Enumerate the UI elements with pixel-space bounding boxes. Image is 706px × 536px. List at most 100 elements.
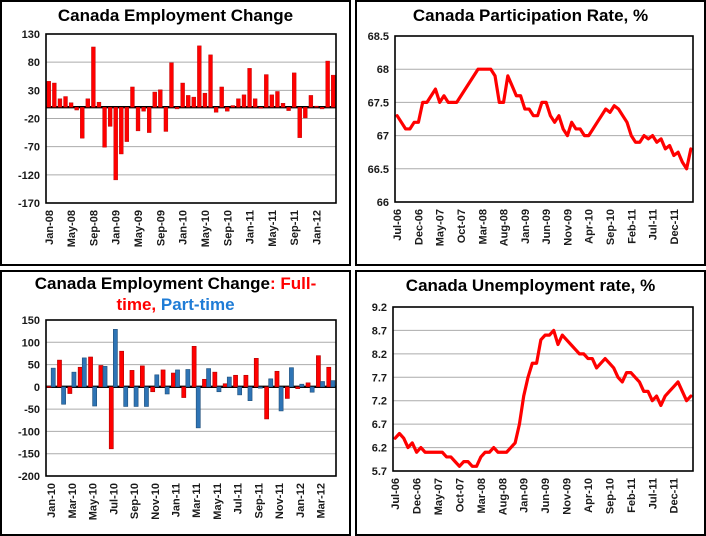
title-segment: ,	[151, 295, 161, 315]
svg-text:Oct-07: Oct-07	[454, 478, 466, 512]
svg-text:Nov-09: Nov-09	[562, 478, 574, 515]
svg-text:-120: -120	[18, 170, 40, 182]
svg-text:Apr-10: Apr-10	[583, 478, 595, 513]
svg-text:Mar-08: Mar-08	[477, 209, 489, 244]
svg-text:Feb-11: Feb-11	[626, 478, 638, 513]
svg-text:May-10: May-10	[200, 210, 212, 247]
svg-text:-100: -100	[18, 426, 40, 438]
svg-text:Jul-10: Jul-10	[108, 483, 120, 515]
svg-text:8.2: 8.2	[372, 349, 387, 361]
participation-rate-title: Canada Participation Rate, %	[412, 6, 649, 25]
employment-ftpt-title: Canada Employment Change: Full-time, Par…	[4, 273, 347, 316]
svg-text:May-07: May-07	[433, 478, 445, 515]
svg-text:Sep-10: Sep-10	[605, 209, 617, 245]
svg-text:66: 66	[377, 197, 389, 209]
svg-text:30: 30	[28, 85, 40, 97]
svg-text:Aug-08: Aug-08	[497, 478, 509, 515]
svg-text:Mar-11: Mar-11	[191, 483, 203, 518]
svg-text:67: 67	[377, 131, 389, 143]
svg-text:May-09: May-09	[133, 210, 145, 247]
svg-text:-170: -170	[18, 198, 40, 210]
svg-text:68: 68	[377, 64, 389, 76]
svg-text:Jan-12: Jan-12	[311, 210, 323, 245]
svg-text:Dec-11: Dec-11	[669, 209, 681, 244]
svg-text:Jan-09: Jan-09	[519, 478, 531, 513]
svg-text:Nov-10: Nov-10	[150, 483, 162, 520]
panel-unemployment-rate: Canada Unemployment rate, % 9.2 8.7 8.2 7.7…	[355, 270, 706, 536]
svg-text:66.5: 66.5	[368, 164, 389, 176]
title-segment: Part-time	[160, 295, 235, 315]
svg-text:May-11: May-11	[267, 210, 279, 247]
svg-text:6.2: 6.2	[372, 443, 387, 455]
svg-text:100: 100	[22, 337, 40, 349]
svg-text:Sep-10: Sep-10	[222, 210, 234, 246]
title-segment: time	[116, 295, 152, 315]
svg-text:Sep-10: Sep-10	[604, 478, 616, 514]
svg-text:Aug-08: Aug-08	[499, 209, 511, 246]
svg-text:Sep-08: Sep-08	[88, 210, 100, 246]
svg-text:6.7: 6.7	[372, 419, 387, 431]
svg-text:Jan-11: Jan-11	[170, 483, 182, 517]
svg-text:150: 150	[22, 315, 40, 327]
svg-text:May-11: May-11	[212, 483, 224, 520]
svg-text:Dec-06: Dec-06	[412, 478, 424, 514]
svg-text:-150: -150	[18, 449, 40, 461]
svg-text:Jan-11: Jan-11	[245, 210, 257, 244]
svg-text:Sep-09: Sep-09	[155, 210, 167, 246]
employment-change-chart: 130 80 30 -20 -70 -120 -170 Jan-08 May-08 Sep-08 J…	[18, 29, 337, 247]
svg-text:Sep-10: Sep-10	[129, 483, 141, 519]
svg-text:0: 0	[34, 382, 40, 394]
panel-employment-change: Canada Employment Change 130 80 30 -20 -70 -1…	[0, 0, 351, 266]
svg-text:8.7: 8.7	[372, 325, 387, 337]
svg-text:67.5: 67.5	[368, 97, 389, 109]
svg-text:-50: -50	[24, 404, 40, 416]
svg-text:Jan-12: Jan-12	[295, 483, 307, 518]
employment-change-title: Canada Employment Change	[57, 6, 294, 25]
svg-text:Mar-08: Mar-08	[476, 478, 488, 513]
title-segment: : Full-	[269, 274, 317, 293]
svg-text:Jan-10: Jan-10	[46, 483, 58, 518]
svg-text:7.7: 7.7	[372, 372, 387, 384]
employment-ftpt-chart: 150 100 50 0 -50 -100 -150 -200 Jan-10 Mar-10 May-…	[18, 315, 337, 520]
svg-text:Nov-09: Nov-09	[562, 209, 574, 246]
svg-text:Jul-11: Jul-11	[233, 483, 245, 514]
panel-employment-ftpt: Canada Employment Change: Full-time, Par…	[0, 270, 351, 536]
svg-text:7.2: 7.2	[372, 396, 387, 408]
svg-text:May-10: May-10	[88, 483, 100, 520]
svg-text:Mar-12: Mar-12	[315, 483, 327, 518]
svg-text:130: 130	[22, 29, 40, 41]
title-segment: Canada Employment Change	[34, 274, 270, 293]
svg-text:-70: -70	[24, 142, 40, 154]
svg-text:9.2: 9.2	[372, 302, 387, 314]
svg-text:May-07: May-07	[435, 209, 447, 246]
svg-text:Dec-11: Dec-11	[669, 478, 681, 513]
panel-participation-rate: Canada Participation Rate, % 68.5 68 67.5 6…	[355, 0, 706, 266]
svg-text:Feb-11: Feb-11	[626, 209, 638, 244]
svg-text:Jan-09: Jan-09	[520, 209, 532, 244]
svg-text:-20: -20	[24, 114, 40, 126]
svg-text:May-08: May-08	[66, 210, 78, 247]
svg-text:Oct-07: Oct-07	[456, 209, 468, 243]
svg-text:Nov-11: Nov-11	[274, 483, 286, 519]
svg-text:Jan-10: Jan-10	[178, 210, 190, 245]
svg-text:68.5: 68.5	[368, 31, 389, 43]
svg-text:Jun-09: Jun-09	[541, 209, 553, 244]
svg-text:5.7: 5.7	[372, 466, 387, 478]
svg-text:Jan-09: Jan-09	[111, 210, 123, 245]
svg-text:Jul-11: Jul-11	[648, 209, 660, 240]
svg-text:Jul-11: Jul-11	[647, 478, 659, 509]
svg-text:Jul-06: Jul-06	[390, 478, 402, 510]
svg-text:Apr-10: Apr-10	[584, 209, 596, 244]
svg-text:Jul-06: Jul-06	[392, 209, 404, 241]
svg-text:Dec-06: Dec-06	[413, 209, 425, 245]
svg-text:Sep-11: Sep-11	[289, 210, 301, 245]
svg-text:Sep-11: Sep-11	[253, 483, 265, 518]
svg-text:Mar-10: Mar-10	[67, 483, 79, 518]
unemployment-rate-title: Canada Unemployment rate, %	[405, 276, 656, 295]
svg-text:50: 50	[28, 360, 40, 372]
svg-text:Jan-08: Jan-08	[44, 210, 56, 245]
svg-text:Jun-09: Jun-09	[540, 478, 552, 513]
